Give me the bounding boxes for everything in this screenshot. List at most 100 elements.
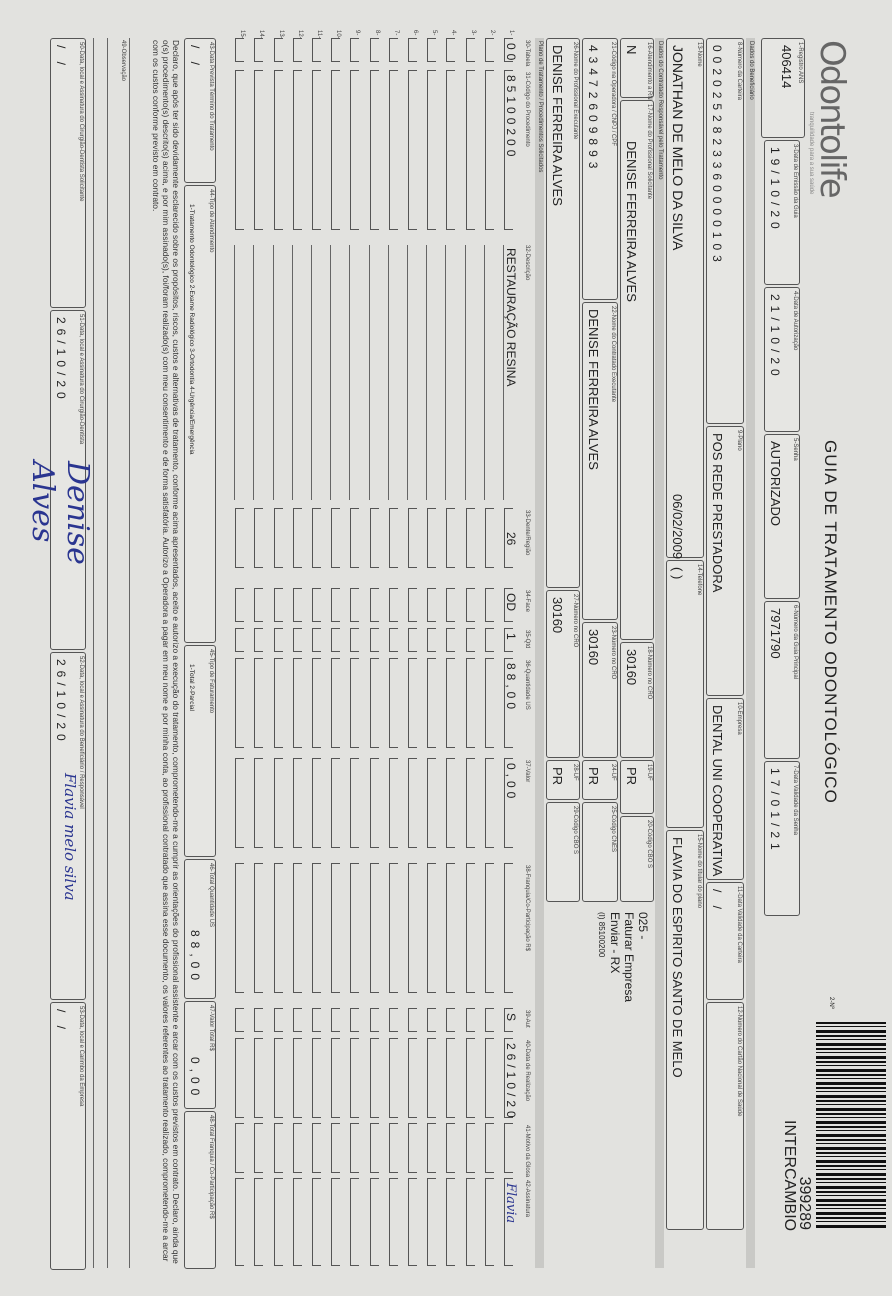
field-issue-date[interactable]: 3-Data de Emissão da Guia 19/10/20 xyxy=(764,140,800,285)
cell-input-qtd_us[interactable] xyxy=(331,658,341,748)
cell-input-qtd[interactable] xyxy=(504,628,513,652)
cell-input-qtd[interactable] xyxy=(254,628,264,652)
cell-input-data[interactable] xyxy=(484,1038,494,1118)
field-main-guide-number[interactable]: 6-Número da Guia Principal 7971790 xyxy=(764,601,800,759)
cell-input-tabela[interactable] xyxy=(388,38,398,62)
cell-input-dente[interactable] xyxy=(408,508,417,568)
cell-input-descricao[interactable] xyxy=(349,245,351,500)
cell-input-codigo[interactable] xyxy=(408,70,417,230)
cell-input-valor[interactable] xyxy=(408,758,417,848)
cell-input-aut[interactable] xyxy=(484,1008,494,1032)
field-password[interactable]: 5-Senha AUTORIZADO xyxy=(764,434,800,599)
cell-input-qtd_us[interactable] xyxy=(369,658,379,748)
cell-input-qtd[interactable] xyxy=(273,628,283,652)
field-company-stamp[interactable]: 53-Data, local e Carimbo da Empresa / / xyxy=(50,1002,86,1270)
cell-input-qtd[interactable] xyxy=(331,628,341,652)
cell-input-tabela[interactable] xyxy=(427,38,437,62)
cell-input-assinatura[interactable] xyxy=(388,1178,398,1266)
cell-input-data[interactable] xyxy=(350,1038,360,1118)
cell-input-face[interactable] xyxy=(292,588,302,622)
cell-input-qtd_us[interactable] xyxy=(292,658,302,748)
cell-input-face[interactable] xyxy=(484,588,494,622)
cell-input-qtd_us[interactable] xyxy=(235,658,245,748)
field-authorization-date[interactable]: 4-Data de Autorização 21/10/20 xyxy=(764,287,800,432)
cell-input-qtd[interactable] xyxy=(484,628,494,652)
cell-input-face[interactable] xyxy=(312,588,321,622)
cell-input-qtd_us[interactable] xyxy=(312,658,321,748)
cell-input-dente[interactable] xyxy=(427,508,437,568)
cell-input-valor[interactable] xyxy=(235,758,245,848)
field-care-type[interactable]: 44-Tipo de Atendimento 1-Tratamento Odont… xyxy=(184,185,216,643)
cell-input-data[interactable] xyxy=(254,1038,264,1118)
cell-input-qtd_us[interactable] xyxy=(254,658,264,748)
cell-input-glosa[interactable] xyxy=(504,1123,513,1173)
field-operator-code[interactable]: 21-Código na Operadora / CNPJ / CPF 43472… xyxy=(582,38,618,300)
cell-input-franquia[interactable] xyxy=(446,863,456,993)
cell-input-data[interactable] xyxy=(388,1038,398,1118)
cell-input-aut[interactable] xyxy=(369,1008,379,1032)
cell-input-data[interactable] xyxy=(446,1038,456,1118)
cell-input-qtd[interactable] xyxy=(446,628,456,652)
cell-input-assinatura[interactable] xyxy=(331,1178,341,1266)
cell-input-assinatura[interactable] xyxy=(312,1178,321,1266)
cell-input-face[interactable] xyxy=(369,588,379,622)
cell-input-descricao[interactable] xyxy=(253,245,255,500)
cell-input-dente[interactable] xyxy=(254,508,264,568)
cell-input-franquia[interactable] xyxy=(408,863,417,993)
cell-input-valor[interactable] xyxy=(254,758,264,848)
cell-input-descricao[interactable] xyxy=(234,245,236,500)
cell-input-qtd_us[interactable] xyxy=(350,658,360,748)
cell-input-tabela[interactable] xyxy=(312,38,321,62)
cell-input-valor[interactable] xyxy=(427,758,437,848)
field-requesting-uf[interactable]: 19-UF PR xyxy=(620,760,654,814)
cell-input-descricao[interactable] xyxy=(291,245,293,500)
field-total-copay[interactable]: 48-Total Franquia / Co-Participação R$ xyxy=(184,1111,216,1269)
cell-input-qtd[interactable] xyxy=(465,628,475,652)
cell-input-dente[interactable] xyxy=(446,508,456,568)
cell-input-data[interactable] xyxy=(292,1038,302,1118)
cell-input-qtd_us[interactable] xyxy=(388,658,398,748)
field-national-health-card[interactable]: 12-Número do Cartão Nacional de Saúde xyxy=(706,1002,744,1230)
field-phone[interactable]: 14-Telefone ( ) xyxy=(666,560,704,828)
cell-input-qtd[interactable] xyxy=(235,628,245,652)
cell-input-codigo[interactable] xyxy=(292,70,302,230)
field-total-value[interactable]: 47-Valor Total R$ 0,00 xyxy=(184,1001,216,1109)
cell-input-codigo[interactable] xyxy=(273,70,283,230)
field-newborn-care[interactable]: 16-Atendimento a RN N xyxy=(620,38,654,100)
cell-input-franquia[interactable] xyxy=(235,863,245,993)
field-requesting-cbo[interactable]: 20-Código CBO S xyxy=(620,816,654,902)
cell-input-data[interactable] xyxy=(408,1038,417,1118)
cell-input-valor[interactable] xyxy=(465,758,475,848)
cell-input-valor[interactable] xyxy=(273,758,283,848)
field-card-number[interactable]: 8-Número da Carteira 0020252823360000103 xyxy=(706,38,744,424)
cell-input-glosa[interactable] xyxy=(388,1123,398,1173)
field-executing-professional[interactable]: 26-Nome do Profissional Executante DENISE… xyxy=(546,38,580,588)
cell-input-valor[interactable] xyxy=(331,758,341,848)
field-requesting-professional[interactable]: 17-Nome do Profissional Solicitante DENIS… xyxy=(620,100,654,640)
cell-input-tabela[interactable] xyxy=(446,38,456,62)
field-card-validity[interactable]: 11-Data Validade da Carteira / / xyxy=(706,882,744,1000)
cell-input-face[interactable] xyxy=(408,588,417,622)
field-executing-uf[interactable]: 24-UF PR xyxy=(582,760,618,800)
cell-input-descricao[interactable] xyxy=(330,245,332,500)
cell-input-data[interactable] xyxy=(465,1038,475,1118)
field-beneficiary-name[interactable]: 13-Nome JONATHAN DE MELO DA SILVA 06/02/20… xyxy=(666,38,704,559)
cell-input-assinatura[interactable] xyxy=(292,1178,302,1266)
field-executing-professional-cbo[interactable]: 29-Código CBO S xyxy=(546,802,580,902)
cell-input-assinatura[interactable] xyxy=(273,1178,283,1266)
cell-input-aut[interactable] xyxy=(408,1008,417,1032)
cell-input-valor[interactable] xyxy=(312,758,321,848)
field-executing-contractor[interactable]: 22-Nome do Contratado Executante DENISE F… xyxy=(582,302,618,620)
cell-input-dente[interactable] xyxy=(484,508,494,568)
cell-input-dente[interactable] xyxy=(465,508,475,568)
observation-line[interactable] xyxy=(93,38,94,1268)
cell-input-tabela[interactable] xyxy=(254,38,264,62)
cell-input-franquia[interactable] xyxy=(504,863,513,993)
cell-input-qtd[interactable] xyxy=(388,628,398,652)
cell-input-glosa[interactable] xyxy=(350,1123,360,1173)
cell-input-descricao[interactable] xyxy=(426,245,428,500)
cell-input-face[interactable] xyxy=(331,588,341,622)
cell-input-assinatura[interactable] xyxy=(350,1178,360,1266)
cell-input-qtd[interactable] xyxy=(292,628,302,652)
field-beneficiary-signature[interactable]: 52-Data, local e Assinatura do Beneficiá… xyxy=(50,652,86,1000)
